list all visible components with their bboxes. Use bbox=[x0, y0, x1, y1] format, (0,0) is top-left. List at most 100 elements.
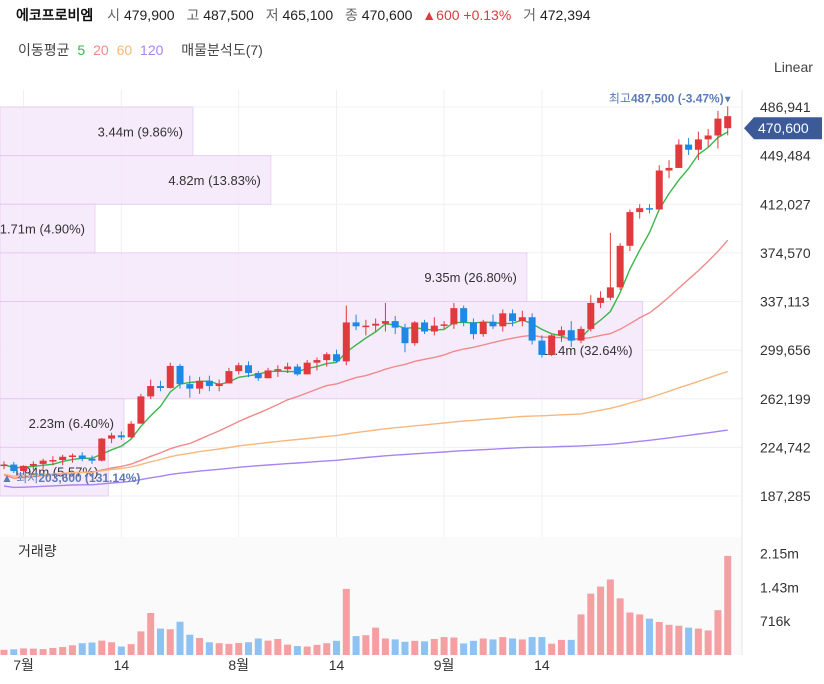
volume-bar bbox=[567, 639, 575, 655]
candle-body bbox=[284, 366, 292, 370]
candle-body bbox=[29, 463, 37, 466]
candle-body bbox=[137, 396, 145, 424]
candle-body bbox=[333, 354, 341, 362]
volume-bar bbox=[254, 638, 262, 655]
candle-body bbox=[245, 365, 252, 374]
volume-bar bbox=[499, 637, 507, 655]
scale-toggle-button[interactable]: Linear bbox=[774, 59, 813, 75]
low-annotation-value: 203,600 (131.14%) bbox=[38, 471, 140, 485]
candle-body bbox=[352, 322, 360, 327]
volume-bar bbox=[88, 642, 96, 655]
candle-body bbox=[587, 302, 595, 329]
candle-body bbox=[68, 455, 76, 457]
up-marker-icon: ▲ bbox=[1, 471, 16, 485]
high-annotation-value: 487,500 (-3.47%) bbox=[631, 91, 724, 105]
volume-bar bbox=[440, 637, 448, 655]
volume-bar bbox=[284, 644, 292, 655]
candle-body bbox=[372, 323, 380, 326]
volume-profile-label: 1.71m (4.90%) bbox=[0, 222, 85, 237]
high-value: 487,500 bbox=[203, 7, 254, 23]
price-header: 에코프로비엠 시 479,900 고 487,500 저 465,100 종 4… bbox=[16, 5, 597, 25]
volume-tick-label: 716k bbox=[760, 613, 791, 629]
volume-bar bbox=[655, 621, 663, 655]
candle-body bbox=[254, 373, 262, 379]
volume-bar bbox=[509, 638, 517, 655]
volume-bar bbox=[645, 618, 653, 655]
current-price-tag bbox=[744, 117, 822, 140]
ma20-legend[interactable]: 20 bbox=[93, 42, 109, 58]
y-tick-label: 262,199 bbox=[760, 391, 811, 407]
volume-bar bbox=[675, 625, 683, 655]
volume-bar bbox=[372, 627, 380, 655]
candle-body bbox=[460, 308, 468, 323]
volume-bar bbox=[587, 593, 595, 655]
x-tick-label: 8월 bbox=[228, 657, 249, 673]
x-tick-label: 14 bbox=[534, 657, 550, 673]
volume-bar bbox=[704, 630, 712, 655]
volume-bar bbox=[245, 642, 252, 655]
candle-body bbox=[303, 362, 311, 375]
volume-bar bbox=[450, 637, 458, 655]
candle-body bbox=[313, 360, 321, 363]
candle-body bbox=[215, 383, 223, 387]
volume-profile-bar bbox=[0, 203, 96, 254]
y-tick-label: 374,570 bbox=[760, 245, 811, 261]
candle-body bbox=[411, 322, 419, 344]
volume-bar bbox=[313, 644, 321, 655]
candle-body bbox=[694, 139, 702, 150]
volume-bar bbox=[714, 610, 722, 655]
ma5-line bbox=[3, 131, 729, 469]
candle-body bbox=[88, 458, 96, 461]
volume-bar bbox=[411, 640, 419, 655]
volume-profile-legend[interactable]: 매물분석도(7) bbox=[181, 42, 263, 58]
volume-bar bbox=[597, 586, 605, 655]
ma20-line bbox=[3, 239, 729, 479]
ma5-legend[interactable]: 5 bbox=[77, 42, 86, 58]
candle-body bbox=[10, 464, 18, 472]
candle-body bbox=[675, 144, 683, 168]
low-label: 저 bbox=[265, 7, 279, 23]
volume-bar bbox=[39, 649, 47, 655]
candle-body bbox=[714, 118, 722, 136]
ma60-legend[interactable]: 60 bbox=[116, 42, 133, 58]
low-annotation: ▲ 최저203,600 (131.14%) bbox=[1, 471, 140, 485]
y-tick-label: 224,742 bbox=[760, 439, 811, 455]
candle-body bbox=[156, 386, 164, 388]
candle-body bbox=[645, 208, 653, 210]
candle-body bbox=[196, 380, 204, 389]
candle-body bbox=[665, 167, 673, 171]
down-marker-icon: ▼ bbox=[723, 94, 733, 105]
volume-bar bbox=[381, 638, 389, 655]
volume-bar bbox=[108, 642, 116, 655]
volume-bar bbox=[665, 624, 673, 655]
candle-body bbox=[440, 324, 448, 326]
volume-bar bbox=[176, 621, 184, 655]
high-label: 고 bbox=[186, 7, 200, 23]
candle-body bbox=[59, 456, 67, 461]
candle-body bbox=[430, 325, 438, 332]
candle-body bbox=[0, 464, 8, 467]
candle-body bbox=[186, 384, 194, 389]
ma-label[interactable]: 이동평균 bbox=[18, 42, 70, 58]
candle-body bbox=[567, 330, 575, 341]
candle-body bbox=[479, 321, 487, 335]
ma120-line bbox=[3, 429, 728, 489]
candle-body bbox=[636, 208, 644, 213]
annotation-layer: 470,600 최고487,500 (-3.47%) ▼ ▲ 최저203,600 (1… bbox=[1, 91, 822, 485]
y-tick-label: 187,285 bbox=[760, 488, 811, 504]
volume-bar bbox=[186, 634, 194, 655]
ma120-legend[interactable]: 120 bbox=[140, 42, 164, 58]
candle-body bbox=[548, 335, 556, 355]
close-value: 470,600 bbox=[361, 7, 413, 23]
stock-name: 에코프로비엠 bbox=[16, 7, 94, 23]
open-value: 479,900 bbox=[123, 7, 175, 23]
volume-bar bbox=[460, 643, 468, 655]
volume-bar bbox=[694, 628, 702, 655]
volume-profile-label: 11.4m (32.64%) bbox=[541, 343, 633, 358]
open-label: 시 bbox=[107, 7, 121, 23]
volume-bar bbox=[421, 641, 429, 655]
candle-body bbox=[274, 369, 282, 371]
up-arrow-icon: ▲ bbox=[422, 7, 437, 23]
volume-bar bbox=[10, 649, 18, 655]
